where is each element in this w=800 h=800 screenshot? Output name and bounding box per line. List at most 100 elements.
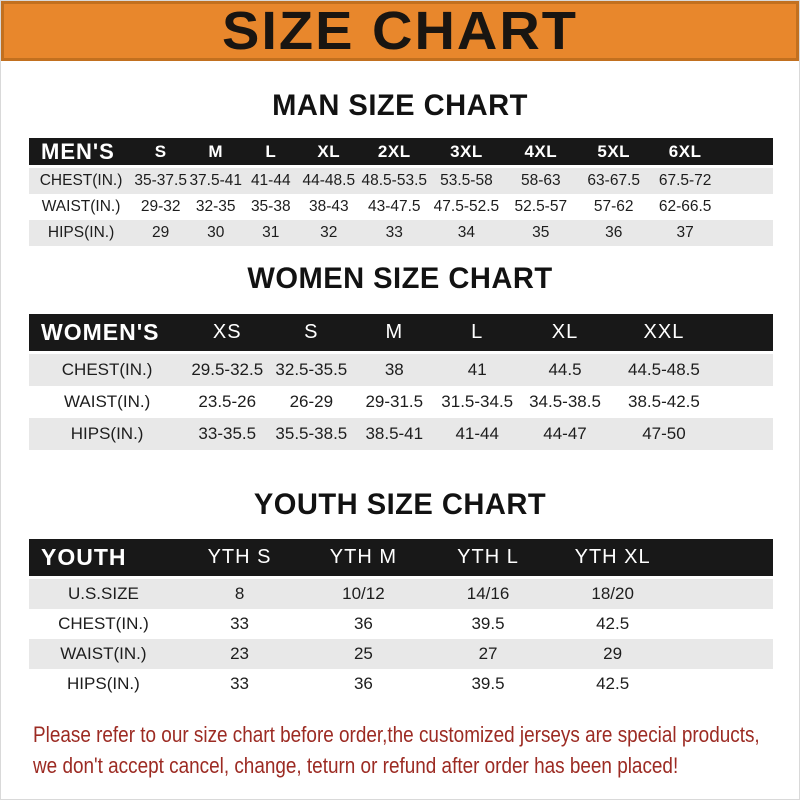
size-chart-section-men: MAN SIZE CHART MEN'S S M L XL 2XL 3XL 4XL 5XL 6XL… (1, 89, 799, 246)
size-value-cell: 29-32 (140, 198, 181, 215)
size-column-header: XXL (610, 314, 718, 354)
size-value-cell: 33 (385, 224, 403, 241)
size-value-cell: 44-48.5 (302, 172, 356, 189)
table-group-label: WOMEN'S (29, 314, 186, 354)
size-value-cell: 14/16 (466, 584, 510, 603)
size-value-cell: 38 (384, 360, 404, 379)
size-value-cell: 18/20 (591, 584, 634, 603)
size-column-header: 3XL (429, 138, 504, 168)
size-column-header: YTH L (425, 539, 551, 579)
size-value-cell: 32-35 (195, 198, 236, 215)
size-value-cell: 62-66.5 (658, 198, 712, 215)
size-value-cell: 43-47.5 (367, 198, 421, 215)
size-value-cell: 34 (457, 224, 476, 241)
table-header-row: MEN'S S M L XL 2XL 3XL 4XL 5XL 6XL (29, 138, 773, 168)
size-value-cell: 29 (152, 224, 170, 241)
size-value-cell: 32.5-35.5 (275, 360, 348, 379)
size-value-cell: 37.5-41 (189, 172, 243, 189)
size-value-cell: 29-31.5 (365, 392, 424, 411)
size-column-header: 2XL (359, 138, 430, 168)
row-label: CHEST(IN.) (39, 172, 123, 189)
table-row: HIPS(IN.) 33 36 39.5 42.5 (29, 669, 773, 699)
size-value-cell: 27 (478, 644, 498, 663)
table-header-row: WOMEN'S XS S M L XL XXL (29, 314, 773, 354)
size-column-header: YTH S (177, 539, 302, 579)
row-label: WAIST(IN.) (60, 644, 147, 663)
row-spacer (721, 194, 773, 220)
size-value-cell: 47-50 (642, 424, 686, 443)
size-value-cell: 35 (532, 224, 550, 241)
size-value-cell: 32 (320, 224, 338, 241)
table-row: HIPS(IN.) 29 30 31 32 33 34 35 36 37 (29, 220, 773, 246)
size-column-header: 6XL (649, 138, 721, 168)
row-label: HIPS(IN.) (47, 224, 115, 241)
table-row: CHEST(IN.) 29.5-32.5 32.5-35.5 38 41 44.5 44.5… (29, 354, 773, 386)
size-value-cell: 38.5-41 (365, 424, 424, 443)
row-spacer (721, 168, 773, 194)
row-label: WAIST(IN.) (41, 198, 121, 215)
size-value-cell: 23 (230, 644, 249, 663)
row-spacer (717, 386, 773, 418)
row-spacer (675, 639, 773, 669)
row-label: U.S.SIZE (67, 584, 139, 603)
size-value-cell: 31.5-34.5 (441, 392, 514, 411)
size-value-cell: 35-38 (250, 198, 291, 215)
size-value-cell: 33 (230, 674, 249, 693)
table-row: CHEST(IN.) 35-37.5 37.5-41 41-44 44-48.5 48.5… (29, 168, 773, 194)
size-value-cell: 44-47 (543, 424, 587, 443)
size-table: WOMEN'S XS S M L XL XXL CHEST(IN.) 29.5-32.5 32.… (29, 314, 773, 450)
row-spacer (675, 579, 773, 609)
size-column-header: XL (519, 314, 611, 354)
size-value-cell: 38.5-42.5 (628, 392, 700, 411)
size-column-header: XS (185, 314, 270, 354)
size-value-cell: 47.5-52.5 (433, 198, 500, 215)
size-value-cell: 23.5-26 (198, 392, 257, 411)
size-value-cell: 35.5-38.5 (275, 424, 348, 443)
size-column-header: XL (298, 138, 360, 168)
table-row: WAIST(IN.) 29-32 32-35 35-38 38-43 43-47.5 47.… (29, 194, 773, 220)
size-value-cell: 52.5-57 (514, 198, 568, 215)
size-value-cell: 10/12 (342, 584, 385, 603)
row-label: CHEST(IN.) (58, 614, 149, 633)
section-heading: YOUTH SIZE CHART (253, 488, 547, 521)
size-value-cell: 8 (234, 584, 245, 603)
row-label: WAIST(IN.) (63, 392, 151, 411)
table-header-row: YOUTH YTH S YTH M YTH L YTH XL (29, 539, 773, 579)
size-value-cell: 25 (353, 644, 373, 663)
size-table-wrap: MEN'S S M L XL 2XL 3XL 4XL 5XL 6XL CHEST(IN.) 35-3… (29, 138, 773, 246)
section-heading: MAN SIZE CHART (272, 89, 528, 122)
size-chart-section-women: WOMEN SIZE CHART WOMEN'S XS S M L XL XXL CHEST… (1, 262, 799, 450)
section-heading: WOMEN SIZE CHART (247, 262, 553, 295)
table-row: WAIST(IN.) 23 25 27 29 (29, 639, 773, 669)
size-column-header: S (133, 138, 189, 168)
size-table-wrap: YOUTH YTH S YTH M YTH L YTH XL U.S.SIZE 8 10/1… (29, 539, 773, 699)
size-value-cell: 30 (207, 224, 225, 241)
size-value-cell: 39.5 (471, 674, 505, 693)
size-value-cell: 33-35.5 (198, 424, 257, 443)
size-column-header: YTH M (301, 539, 426, 579)
disclaimer-line-1: Please refer to our size chart before or… (33, 722, 760, 747)
size-column-header: S (269, 314, 354, 354)
size-value-cell: 42.5 (596, 674, 630, 693)
row-spacer (721, 220, 773, 246)
size-value-cell: 31 (262, 224, 280, 241)
size-table: YOUTH YTH S YTH M YTH L YTH XL U.S.SIZE 8 10/1… (29, 539, 773, 699)
size-column-header: L (435, 314, 520, 354)
size-chart-section-youth: YOUTH SIZE CHART YOUTH YTH S YTH M YTH L YTH… (1, 488, 799, 699)
size-value-cell: 58-63 (520, 172, 561, 189)
size-value-cell: 39.5 (471, 614, 505, 633)
size-column-header: 4XL (503, 138, 578, 168)
row-spacer (675, 609, 773, 639)
size-value-cell: 41-44 (250, 172, 291, 189)
size-value-cell: 48.5-53.5 (361, 172, 428, 189)
table-group-label: YOUTH (29, 539, 178, 579)
size-value-cell: 36 (605, 224, 623, 241)
size-column-header: M (353, 314, 436, 354)
size-value-cell: 41-44 (455, 424, 499, 443)
row-spacer (717, 418, 773, 450)
table-row: HIPS(IN.) 33-35.5 35.5-38.5 38.5-41 41-44 44-… (29, 418, 773, 450)
size-value-cell: 41 (467, 360, 487, 379)
header-spacer (717, 314, 773, 354)
size-value-cell: 34.5-38.5 (529, 392, 601, 411)
row-label: CHEST(IN.) (61, 360, 153, 379)
